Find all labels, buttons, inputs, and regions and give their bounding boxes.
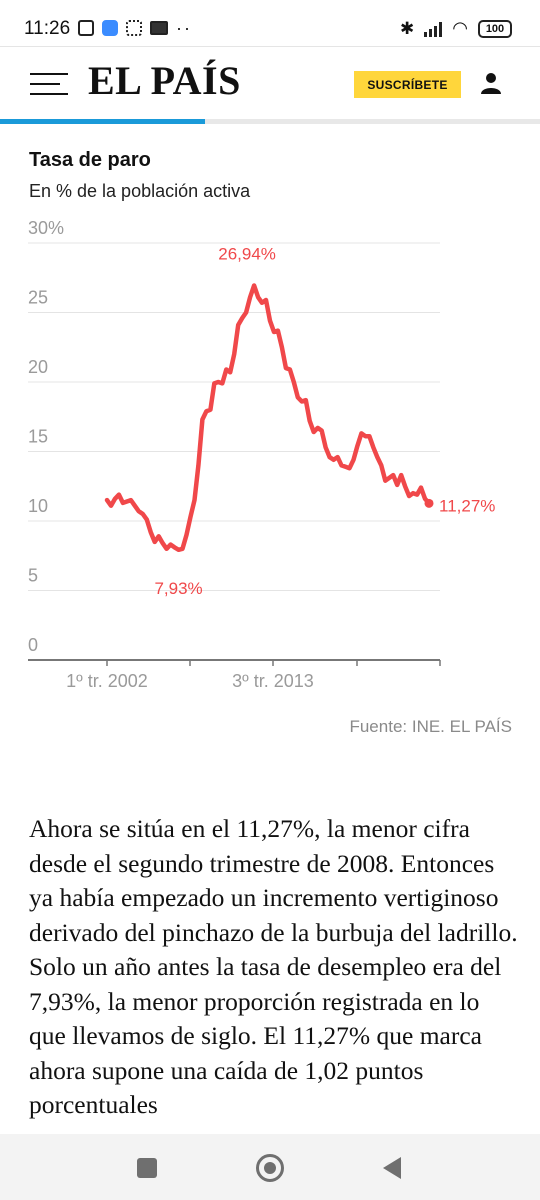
signal-icon [424,21,443,37]
system-nav-bar [0,1134,540,1200]
y-tick-label: 25 [28,288,48,308]
hamburger-menu-icon[interactable] [30,71,68,97]
data-label: 26,94% [218,245,276,264]
nfc-icon [78,20,94,36]
site-logo[interactable]: EL PAÍS [88,58,241,103]
notification-icons: ·· [78,18,192,38]
last-point-marker [424,498,434,508]
x-tick-label: 3º tr. 2013 [232,671,314,691]
more-icon: ·· [176,18,192,38]
status-bar: 11:26 ·· ✱ ◠ 100 [0,0,540,46]
home-button[interactable] [256,1154,284,1182]
article-paragraph: Ahora se sitúa en el 11,27%, la menor ci… [29,814,518,1119]
status-time: 11:26 [24,18,71,39]
user-icon[interactable] [479,71,503,95]
app-icon [102,20,118,36]
y-tick-label: 30% [28,218,64,238]
bluetooth-icon: ✱ [400,18,415,38]
series-line [104,283,432,553]
y-tick-label: 20 [28,357,48,377]
system-icons: ✱ ◠ 100 [400,18,512,39]
y-tick-label: 0 [28,635,38,655]
reading-progress-bar [0,119,540,124]
data-label: 7,93% [154,579,202,598]
chart-subtitle: En % de la población activa [29,181,251,201]
unemployment-line-chart: 30% 25 20 15 10 5 0 1º tr. 2002 3º tr. 2013 26,94… [28,218,495,691]
y-tick-label: 5 [28,566,38,586]
qr-icon [126,20,142,36]
chart-title: Tasa de paro [29,149,151,171]
recents-button[interactable] [137,1158,157,1178]
site-header: EL PAÍS SUSCRÍBETE [0,46,540,122]
subscribe-button[interactable]: SUSCRÍBETE [354,71,461,98]
battery-icon: 100 [478,19,512,38]
back-button[interactable] [383,1157,401,1179]
reading-progress-fill [0,119,206,124]
y-tick-label: 15 [28,427,48,447]
wifi-icon: ◠ [452,18,468,38]
data-label: 11,27% [439,496,495,515]
y-tick-label: 10 [28,496,48,516]
x-tick-label: 1º tr. 2002 [66,671,148,691]
card-icon [150,21,168,35]
chart-source: Fuente: INE. EL PAÍS [349,717,512,736]
